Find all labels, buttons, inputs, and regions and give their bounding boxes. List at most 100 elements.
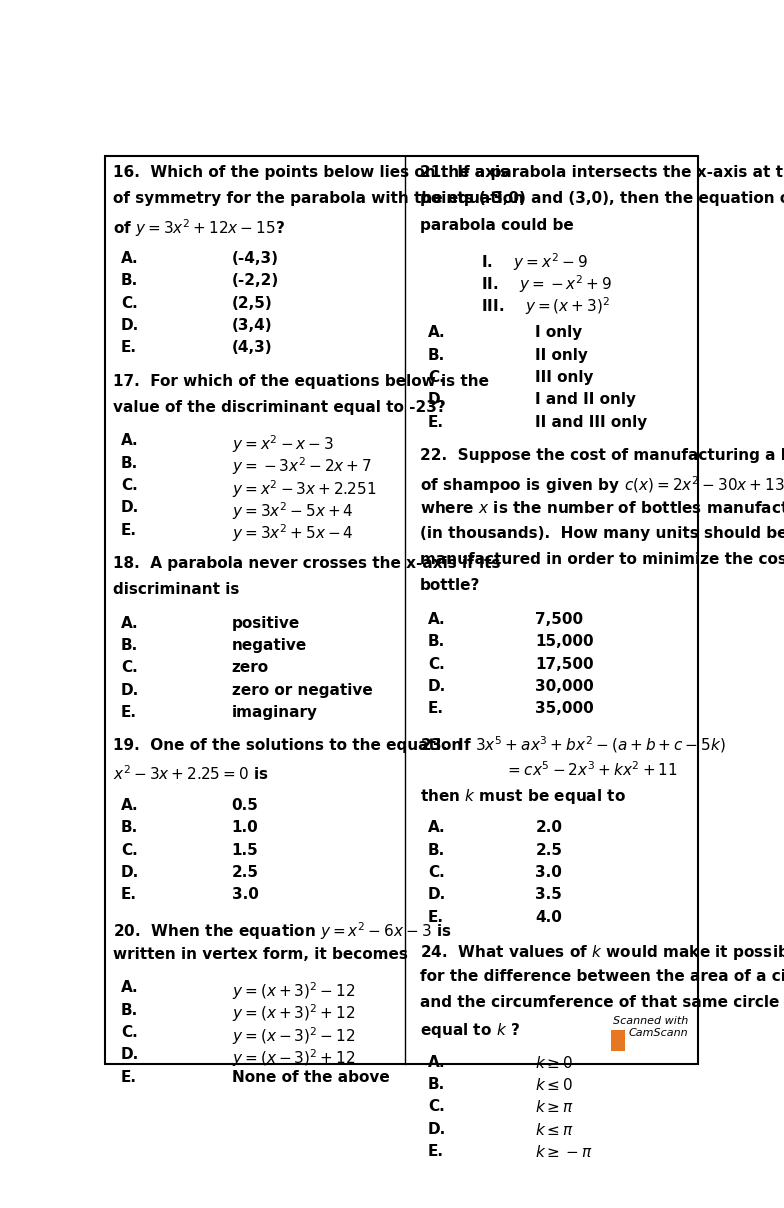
Text: I only: I only xyxy=(535,325,583,341)
Text: C.: C. xyxy=(121,661,138,675)
Text: $y=x^2-3x+2.251$: $y=x^2-3x+2.251$ xyxy=(232,478,376,500)
Text: $k\leq 0$: $k\leq 0$ xyxy=(535,1078,574,1093)
Text: E.: E. xyxy=(428,1144,444,1158)
Text: manufactured in order to minimize the cost per: manufactured in order to minimize the co… xyxy=(420,552,784,568)
Text: A.: A. xyxy=(121,251,139,266)
Text: $y=(x-3)^2+12$: $y=(x-3)^2+12$ xyxy=(232,1047,355,1069)
Text: I.    $y=x^2-9$: I. $y=x^2-9$ xyxy=(481,251,587,273)
Text: D.: D. xyxy=(428,393,446,407)
Text: bottle?: bottle? xyxy=(420,579,481,593)
Text: B.: B. xyxy=(428,348,445,362)
Text: B.: B. xyxy=(428,1078,445,1092)
Text: 3.0: 3.0 xyxy=(535,865,562,879)
Text: written in vertex form, it becomes: written in vertex form, it becomes xyxy=(113,947,408,962)
Text: negative: negative xyxy=(232,638,307,654)
Text: points (-3,0) and (3,0), then the equation of the: points (-3,0) and (3,0), then the equati… xyxy=(420,192,784,207)
Text: $=cx^5-2x^3+kx^2+11$: $=cx^5-2x^3+kx^2+11$ xyxy=(505,761,678,779)
Text: 2.5: 2.5 xyxy=(535,843,562,858)
Text: C.: C. xyxy=(428,1099,445,1114)
Text: C.: C. xyxy=(121,296,138,310)
Text: 2.0: 2.0 xyxy=(535,820,562,835)
FancyBboxPatch shape xyxy=(612,1030,625,1051)
Text: and the circumference of that same circle to be: and the circumference of that same circl… xyxy=(420,995,784,1010)
Text: where $x$ is the number of bottles manufactured: where $x$ is the number of bottles manuf… xyxy=(420,500,784,516)
Text: E.: E. xyxy=(428,910,444,924)
Text: (-2,2): (-2,2) xyxy=(232,273,279,289)
Text: discriminant is: discriminant is xyxy=(113,582,240,597)
Text: A.: A. xyxy=(428,612,445,627)
Text: 19.  One of the solutions to the equation: 19. One of the solutions to the equation xyxy=(113,738,463,754)
Text: E.: E. xyxy=(121,341,137,355)
Text: III.    $y=(x+3)^2$: III. $y=(x+3)^2$ xyxy=(481,296,610,318)
Text: $y=(x+3)^2-12$: $y=(x+3)^2-12$ xyxy=(232,980,355,1001)
Text: A.: A. xyxy=(428,1055,445,1069)
Text: 15,000: 15,000 xyxy=(535,634,594,649)
Text: B.: B. xyxy=(121,455,138,471)
Text: (2,5): (2,5) xyxy=(232,296,272,310)
Text: B.: B. xyxy=(121,273,138,289)
Text: D.: D. xyxy=(121,500,140,516)
Text: E.: E. xyxy=(121,1069,137,1085)
Text: (4,3): (4,3) xyxy=(232,341,272,355)
Text: C.: C. xyxy=(428,370,445,385)
Text: A.: A. xyxy=(428,820,445,835)
Text: A.: A. xyxy=(428,325,445,341)
Text: parabola could be: parabola could be xyxy=(420,217,574,232)
Text: D.: D. xyxy=(121,865,140,879)
Text: B.: B. xyxy=(428,634,445,649)
Text: of shampoo is given by $c(x)=2x^2-30x+130$: of shampoo is given by $c(x)=2x^2-30x+13… xyxy=(420,475,784,496)
Text: 16.  Which of the points below lies on the axis: 16. Which of the points below lies on th… xyxy=(113,165,510,180)
Text: D.: D. xyxy=(428,887,446,902)
Text: $k\leq \pi$: $k\leq \pi$ xyxy=(535,1122,575,1138)
Text: equal to $k$ ?: equal to $k$ ? xyxy=(420,1021,520,1040)
Text: D.: D. xyxy=(121,318,140,333)
Text: 30,000: 30,000 xyxy=(535,679,594,693)
Text: I and II only: I and II only xyxy=(535,393,637,407)
Text: 1.0: 1.0 xyxy=(232,820,259,835)
Text: zero: zero xyxy=(232,661,269,675)
Text: 35,000: 35,000 xyxy=(535,701,594,716)
Text: $x^2-3x+2.25=0$ is: $x^2-3x+2.25=0$ is xyxy=(113,765,269,783)
Text: A.: A. xyxy=(121,980,139,995)
Text: $y=(x-3)^2-12$: $y=(x-3)^2-12$ xyxy=(232,1024,355,1046)
Polygon shape xyxy=(199,419,301,489)
Text: D.: D. xyxy=(121,683,140,697)
Text: E.: E. xyxy=(428,701,444,716)
Text: III only: III only xyxy=(535,370,594,385)
Text: imaginary: imaginary xyxy=(232,705,318,720)
Text: C.: C. xyxy=(121,1024,138,1040)
Text: 20.  When the equation $y=x^2-6x-3$ is: 20. When the equation $y=x^2-6x-3$ is xyxy=(113,920,452,942)
Text: D.: D. xyxy=(428,679,446,693)
Text: E.: E. xyxy=(121,523,137,538)
Text: 2.5: 2.5 xyxy=(232,865,259,879)
Text: $y=(x+3)^2+12$: $y=(x+3)^2+12$ xyxy=(232,1003,355,1024)
Text: 17.  For which of the equations below is the: 17. For which of the equations below is … xyxy=(113,373,489,389)
Text: value of the discriminant equal to -23?: value of the discriminant equal to -23? xyxy=(113,400,446,414)
Text: of symmetry for the parabola with the equation: of symmetry for the parabola with the eq… xyxy=(113,192,524,207)
Text: D.: D. xyxy=(121,1047,140,1062)
Text: positive: positive xyxy=(232,616,300,631)
Text: 3.0: 3.0 xyxy=(232,887,259,902)
Text: 1.5: 1.5 xyxy=(232,843,259,858)
Text: 3.5: 3.5 xyxy=(535,887,562,902)
Text: 0.5: 0.5 xyxy=(232,798,259,813)
Text: 24.  What values of $k$ would make it possible: 24. What values of $k$ would make it pos… xyxy=(420,943,784,962)
Text: 22.  Suppose the cost of manufacturing a bottle: 22. Suppose the cost of manufacturing a … xyxy=(420,448,784,463)
Text: A.: A. xyxy=(121,616,139,631)
Text: A.: A. xyxy=(121,798,139,813)
Text: $k\geq 0$: $k\geq 0$ xyxy=(535,1055,574,1070)
Text: (-4,3): (-4,3) xyxy=(232,251,278,266)
Text: (in thousands).  How many units should be: (in thousands). How many units should be xyxy=(420,527,784,541)
Text: for the difference between the area of a circle: for the difference between the area of a… xyxy=(420,969,784,985)
Text: Scanned with
CamScann: Scanned with CamScann xyxy=(613,1016,688,1038)
Text: $y=3x^2-5x+4$: $y=3x^2-5x+4$ xyxy=(232,500,354,522)
Text: B.: B. xyxy=(121,638,138,654)
Text: then $k$ must be equal to: then $k$ must be equal to xyxy=(420,786,626,806)
Text: None of the above: None of the above xyxy=(232,1069,390,1085)
Text: C.: C. xyxy=(428,865,445,879)
Text: E.: E. xyxy=(121,705,137,720)
Text: D.: D. xyxy=(428,1122,446,1137)
Text: II only: II only xyxy=(535,348,588,362)
Text: zero or negative: zero or negative xyxy=(232,683,372,697)
Text: $y=x^2-x-3$: $y=x^2-x-3$ xyxy=(232,434,334,455)
